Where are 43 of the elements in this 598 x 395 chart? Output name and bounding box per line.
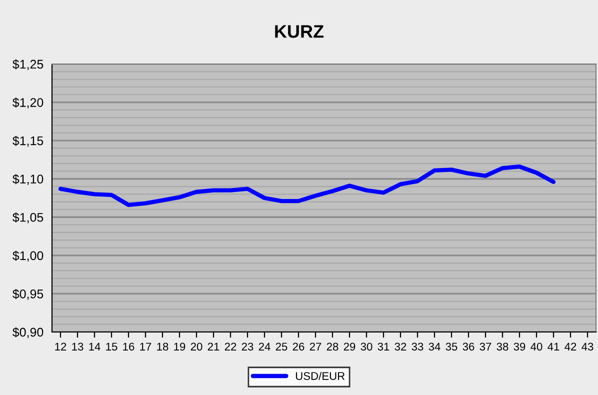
x-tick-label: 32 [394,342,406,351]
x-tick-label: 14 [89,342,100,350]
x-tick-label: 42 [564,342,576,350]
x-tick-label: 31 [378,342,390,351]
y-tick-label: $1,10 [12,174,44,185]
x-tick-label: 17 [140,342,152,350]
chart-title: KURZ [275,25,324,38]
legend-label: USD/EUR [296,372,345,380]
x-tick-label: 15 [106,342,118,351]
x-tick-label: 25 [276,342,288,351]
x-tick-label: 19 [174,342,186,351]
x-tick-label: 20 [190,342,202,351]
y-tick-label: $1,20 [12,98,44,108]
x-tick-label: 16 [123,342,134,351]
x-tick-label: 22 [224,342,236,350]
x-tick-label: 28 [326,342,338,351]
x-tick-label: 18 [157,342,168,351]
x-tick-label: 33 [412,342,424,351]
x-tick-label: 13 [72,342,84,351]
x-tick-label: 41 [548,342,560,350]
x-tick-label: 38 [496,342,508,351]
x-tick-label: 24 [258,342,270,350]
y-tick-label: $0,90 [12,327,44,338]
x-tick-label: 39 [514,342,526,351]
x-tick-label: 35 [446,342,458,351]
line-series [58,164,556,207]
y-tick-label: $1,15 [12,136,44,147]
x-tick-label: 29 [344,342,356,351]
x-tick-label: 40 [530,342,542,351]
x-tick-label: 30 [360,342,372,351]
x-tick-label: 21 [208,342,220,350]
y-tick-label: $1,00 [12,250,44,262]
y-tick-label: $0,95 [12,288,44,300]
x-tick-label: 12 [55,342,66,350]
x-tick-label: 27 [310,342,322,350]
y-tick-label: $1,05 [12,212,44,224]
x-tick-label: 43 [582,342,594,351]
y-tick-label: $1,25 [12,59,44,70]
x-tick-label: 37 [480,342,492,351]
x-tick-label: 36 [462,342,474,351]
x-tick-label: 23 [242,342,254,351]
x-tick-label: 26 [292,342,304,351]
x-tick-label: 34 [428,342,440,351]
